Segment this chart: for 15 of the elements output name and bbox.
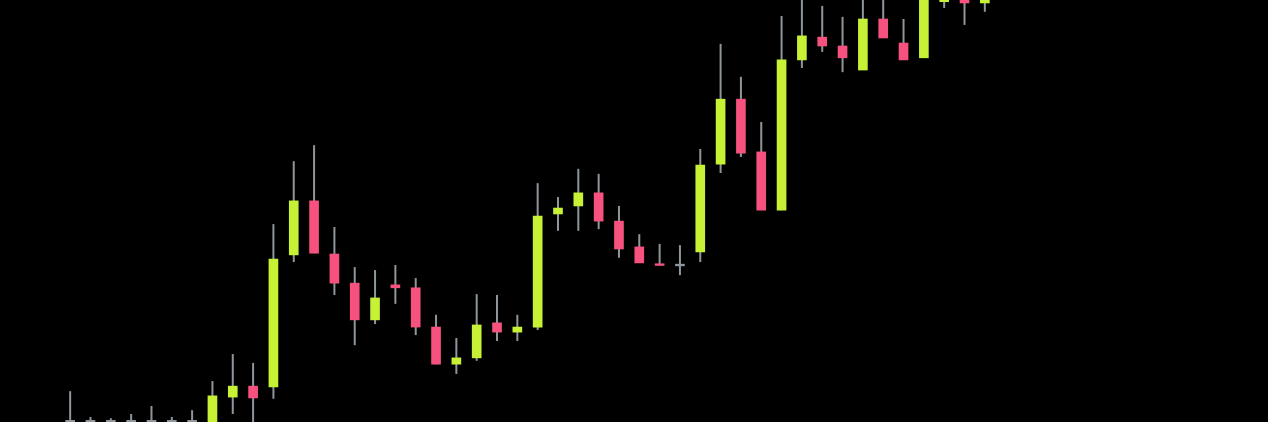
candlestick — [573, 167, 584, 232]
candlestick — [227, 353, 238, 415]
candlestick — [634, 233, 645, 264]
candlestick — [553, 196, 563, 232]
candlestick — [898, 17, 909, 61]
candlestick — [654, 242, 665, 267]
candlestick — [248, 361, 258, 422]
candlestick — [187, 409, 197, 422]
candlestick — [492, 293, 502, 342]
candlestick — [451, 337, 462, 375]
candlestick — [146, 404, 157, 422]
candlestick — [878, 0, 889, 39]
candlestick — [370, 269, 380, 326]
candlestick — [817, 4, 828, 53]
candlestick — [65, 390, 75, 422]
